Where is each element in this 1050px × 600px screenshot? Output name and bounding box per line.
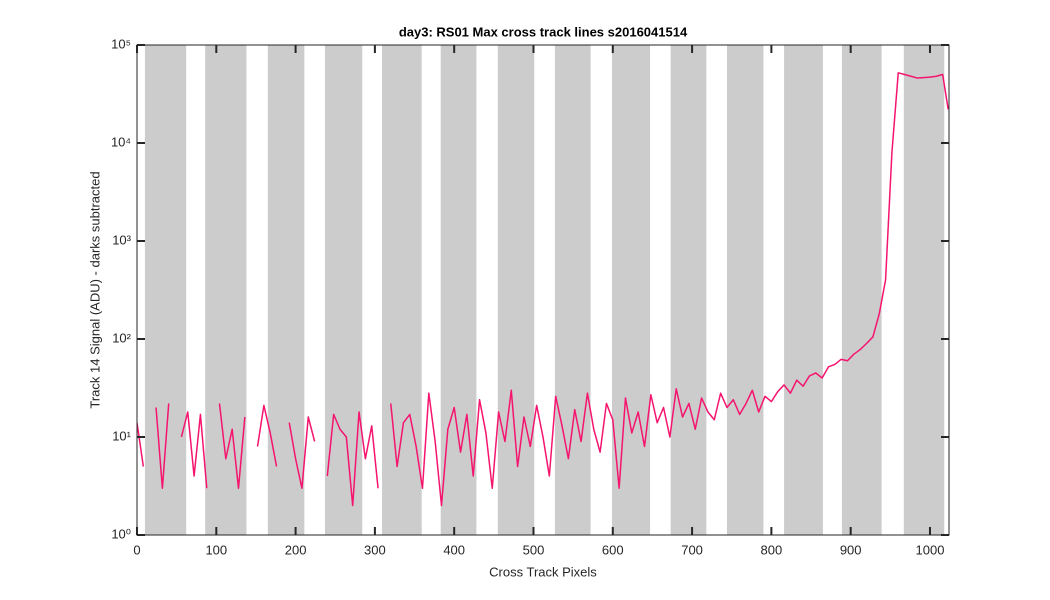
x-axis-label: Cross Track Pixels [489,564,597,579]
x-tick-label: 700 [681,542,703,557]
y-tick-label: 10² [112,330,131,345]
x-tick-label: 500 [523,542,545,557]
band [267,45,305,535]
band [611,45,651,535]
x-tick-label: 100 [205,542,227,557]
x-tick-label: 200 [285,542,307,557]
band [324,45,363,535]
x-tick-label: 1000 [916,542,945,557]
y-tick-label: 10¹ [112,428,131,443]
y-tick-label: 10⁴ [111,134,131,149]
band [497,45,535,535]
data-line [137,72,949,507]
band [382,45,422,535]
band [726,45,764,535]
x-tick-label: 600 [602,542,624,557]
band [670,45,707,535]
x-tick-label: 400 [443,542,465,557]
y-tick-label: 10³ [112,232,131,247]
y-tick-label: 10⁰ [111,526,131,541]
x-tick-label: 900 [840,542,862,557]
band [903,45,945,535]
band [144,45,187,535]
band [784,45,823,535]
axes-box [136,44,950,536]
chart-title: day3: RS01 Max cross track lines s201604… [399,24,688,39]
y-tick-label: 10⁵ [111,36,131,51]
band [554,45,591,535]
band [841,45,882,535]
y-axis-label: Track 14 Signal (ADU) - darks subtracted [87,171,102,408]
x-tick-label: 0 [133,542,140,557]
x-tick-label: 800 [761,542,783,557]
x-tick-label: 300 [364,542,386,557]
